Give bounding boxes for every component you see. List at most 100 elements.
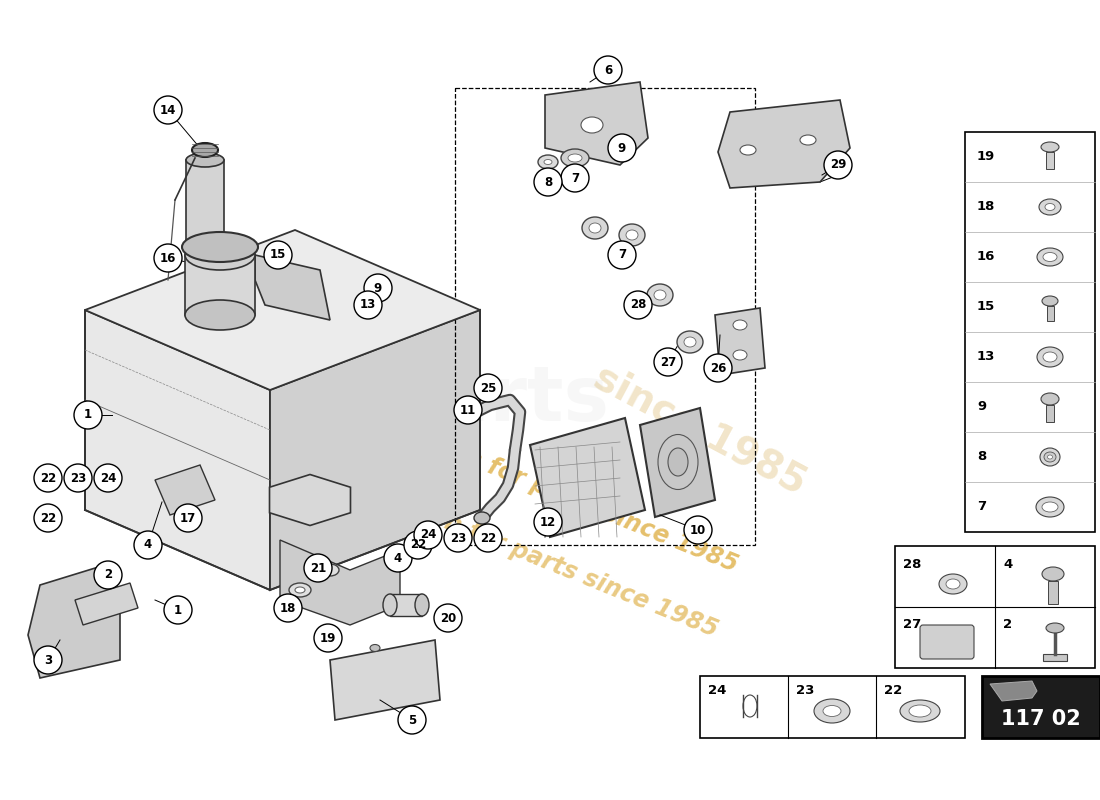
Ellipse shape xyxy=(647,284,673,306)
Text: 13: 13 xyxy=(977,350,996,363)
Circle shape xyxy=(561,164,588,192)
Polygon shape xyxy=(75,583,138,625)
Text: 1: 1 xyxy=(174,603,183,617)
Text: 7: 7 xyxy=(977,501,986,514)
Text: a passion for parts since 1985: a passion for parts since 1985 xyxy=(359,403,741,577)
Text: 12: 12 xyxy=(540,515,557,529)
Ellipse shape xyxy=(1042,296,1058,306)
Text: 4: 4 xyxy=(144,538,152,551)
Circle shape xyxy=(94,464,122,492)
Circle shape xyxy=(154,244,182,272)
Ellipse shape xyxy=(1037,347,1063,367)
Ellipse shape xyxy=(1041,142,1059,152)
Ellipse shape xyxy=(1043,352,1057,362)
Text: 27: 27 xyxy=(903,618,922,631)
Ellipse shape xyxy=(626,230,638,240)
Ellipse shape xyxy=(1047,455,1053,459)
Ellipse shape xyxy=(588,223,601,233)
Text: 3: 3 xyxy=(44,654,52,666)
Text: 14: 14 xyxy=(160,103,176,117)
Circle shape xyxy=(608,134,636,162)
Ellipse shape xyxy=(823,706,842,717)
Text: 24: 24 xyxy=(100,471,117,485)
Polygon shape xyxy=(85,310,270,590)
Ellipse shape xyxy=(900,700,940,722)
Text: 9: 9 xyxy=(977,401,986,414)
Circle shape xyxy=(474,524,502,552)
Ellipse shape xyxy=(733,350,747,360)
Polygon shape xyxy=(718,100,850,188)
Ellipse shape xyxy=(619,224,645,246)
Text: 21: 21 xyxy=(310,562,326,574)
Polygon shape xyxy=(1046,405,1054,422)
Circle shape xyxy=(94,561,122,589)
Polygon shape xyxy=(85,230,480,390)
Circle shape xyxy=(154,96,182,124)
Polygon shape xyxy=(155,465,214,515)
Polygon shape xyxy=(1046,152,1054,169)
Circle shape xyxy=(608,241,636,269)
Circle shape xyxy=(64,464,92,492)
Ellipse shape xyxy=(192,143,218,157)
Text: 28: 28 xyxy=(630,298,646,311)
Polygon shape xyxy=(1046,306,1054,321)
Circle shape xyxy=(414,521,442,549)
Ellipse shape xyxy=(474,512,490,524)
Ellipse shape xyxy=(1043,253,1057,262)
Circle shape xyxy=(404,531,432,559)
Circle shape xyxy=(454,396,482,424)
Circle shape xyxy=(74,401,102,429)
Ellipse shape xyxy=(538,155,558,169)
Circle shape xyxy=(314,624,342,652)
Circle shape xyxy=(164,596,192,624)
Text: 27: 27 xyxy=(660,355,676,369)
Circle shape xyxy=(824,151,852,179)
Circle shape xyxy=(398,706,426,734)
Ellipse shape xyxy=(462,409,478,421)
Text: 1: 1 xyxy=(84,409,92,422)
Ellipse shape xyxy=(1046,623,1064,633)
Text: 10: 10 xyxy=(690,523,706,537)
Text: euro: euro xyxy=(178,273,482,387)
Text: 17: 17 xyxy=(180,511,196,525)
Text: 8: 8 xyxy=(977,450,987,463)
Ellipse shape xyxy=(544,159,552,165)
Ellipse shape xyxy=(182,232,258,262)
Polygon shape xyxy=(255,255,330,320)
Circle shape xyxy=(704,354,732,382)
Text: 22: 22 xyxy=(40,471,56,485)
Circle shape xyxy=(364,274,392,302)
Text: since 1985: since 1985 xyxy=(587,358,813,502)
Ellipse shape xyxy=(814,699,850,723)
Ellipse shape xyxy=(321,564,339,576)
Circle shape xyxy=(264,241,292,269)
Text: 23: 23 xyxy=(796,685,814,698)
Ellipse shape xyxy=(1044,452,1056,462)
Ellipse shape xyxy=(1042,567,1064,581)
Circle shape xyxy=(304,554,332,582)
Text: 29: 29 xyxy=(829,158,846,171)
Text: 7: 7 xyxy=(571,171,579,185)
Text: 24: 24 xyxy=(708,685,726,698)
Polygon shape xyxy=(270,310,480,590)
Polygon shape xyxy=(270,474,351,526)
Text: 2: 2 xyxy=(1003,618,1012,631)
Ellipse shape xyxy=(370,645,379,651)
Text: 13: 13 xyxy=(360,298,376,311)
Polygon shape xyxy=(28,565,120,678)
Text: a passion for parts since 1985: a passion for parts since 1985 xyxy=(339,469,722,642)
Ellipse shape xyxy=(185,300,255,330)
Circle shape xyxy=(354,291,382,319)
Ellipse shape xyxy=(676,331,703,353)
Text: 4: 4 xyxy=(1003,558,1012,570)
Circle shape xyxy=(174,504,202,532)
Circle shape xyxy=(34,646,62,674)
Text: 26: 26 xyxy=(710,362,726,374)
Bar xyxy=(982,676,1100,738)
Text: 19: 19 xyxy=(977,150,996,163)
Text: 7: 7 xyxy=(618,249,626,262)
Circle shape xyxy=(34,464,62,492)
Text: 23: 23 xyxy=(450,531,466,545)
Text: 20: 20 xyxy=(440,611,456,625)
Text: 4: 4 xyxy=(394,551,403,565)
